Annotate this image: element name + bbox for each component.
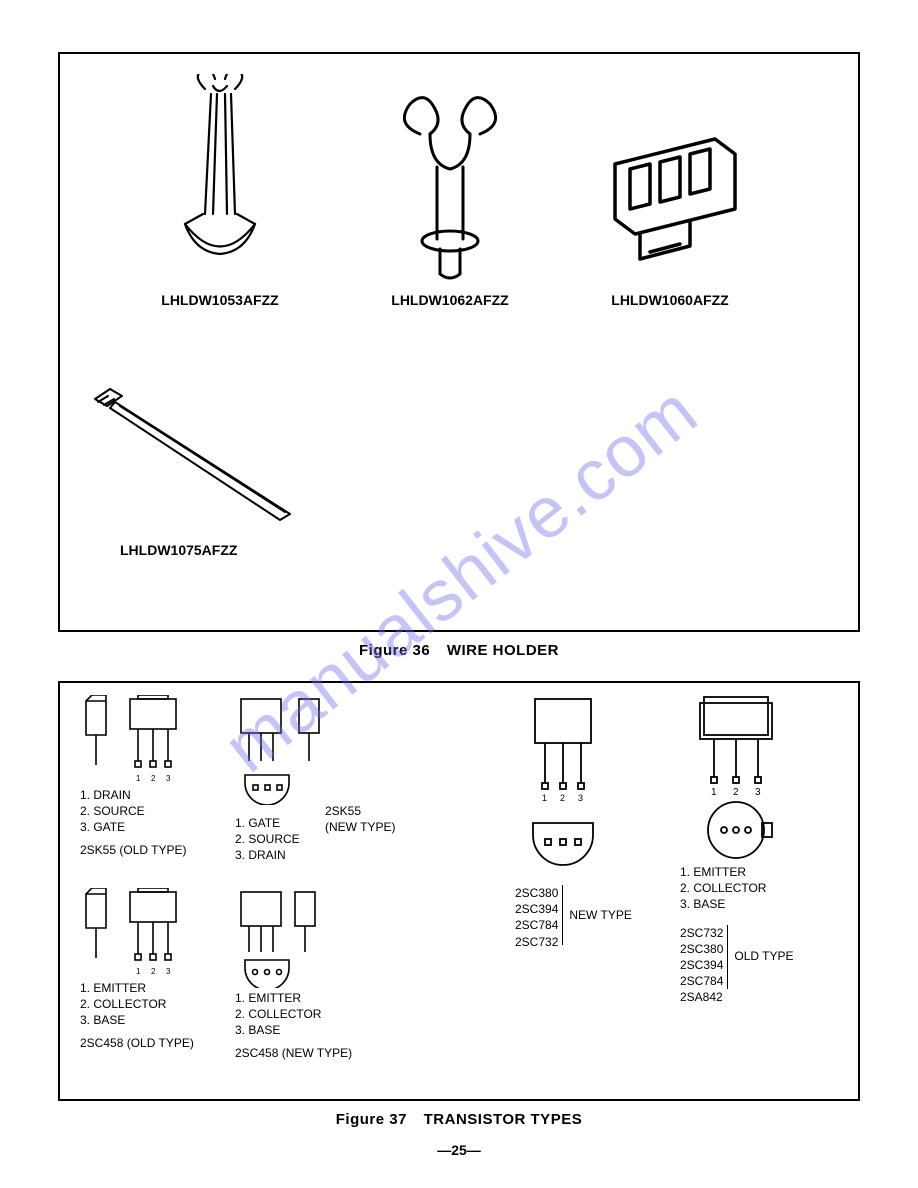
- figure-37-panel: 1 2 3 1. DRAIN 2. SOURCE 3. GATE 2SK55 (OL…: [58, 681, 860, 1101]
- transistor-block-b: 2SK55 (NEW TYPE) 1. GATE 2. SOURCE 3. DR…: [235, 695, 415, 805]
- wire-holder-4-label: LHLDW1075AFZZ: [120, 542, 330, 558]
- svg-text:1: 1: [542, 793, 547, 803]
- wire-holder-3-drawing: [595, 134, 745, 284]
- svg-text:3: 3: [166, 967, 171, 976]
- svg-text:3: 3: [755, 787, 761, 798]
- svg-text:2: 2: [733, 787, 739, 798]
- page-number: —25—: [58, 1142, 860, 1158]
- block-f-m3: 2SC394: [680, 957, 723, 973]
- block-f-m5: 2SA842: [680, 989, 723, 1005]
- svg-text:2: 2: [151, 967, 156, 976]
- wire-holder-3-label: LHLDW1060AFZZ: [580, 292, 760, 308]
- transistor-d-drawing: [235, 888, 385, 988]
- transistor-a-drawing: 1 2 3: [80, 695, 210, 785]
- wire-holder-2-label: LHLDW1062AFZZ: [360, 292, 540, 308]
- svg-text:1: 1: [136, 774, 141, 783]
- block-a-pin2: 2. SOURCE: [80, 803, 230, 819]
- block-e-m3: 2SC784: [515, 917, 558, 933]
- block-e-m2: 2SC394: [515, 901, 558, 917]
- figure-37-caption: Figure 37 TRANSISTOR TYPES: [58, 1111, 860, 1128]
- wire-holder-1-label: LHLDW1053AFZZ: [120, 292, 320, 308]
- block-b-sub: (NEW TYPE): [325, 820, 395, 834]
- figure-37-num: Figure 37: [336, 1111, 407, 1128]
- block-c-pin1: 1. EMITTER: [80, 980, 240, 996]
- transistor-block-d: 1. EMITTER 2. COLLECTOR 3. BASE 2SC458 (…: [235, 888, 395, 1061]
- wire-holder-3: LHLDW1060AFZZ: [580, 134, 760, 308]
- transistor-block-c: 1 2 3 1. EMITTER 2. COLLECTOR 3. BASE 2SC4…: [80, 888, 240, 1051]
- svg-text:3: 3: [578, 793, 583, 803]
- wire-holder-2-drawing: [385, 89, 515, 284]
- block-d-pin2: 2. COLLECTOR: [235, 1006, 395, 1022]
- figure-36-panel: LHLDW1053AFZZ LHLDW1062AFZZ: [58, 52, 860, 632]
- block-b-model: 2SK55: [325, 804, 361, 818]
- block-d-model: 2SC458 (NEW TYPE): [235, 1045, 395, 1061]
- block-e-m4: 2SC732: [515, 934, 558, 950]
- wire-holder-2: LHLDW1062AFZZ: [360, 89, 540, 308]
- block-c-pin3: 3. BASE: [80, 1012, 240, 1028]
- transistor-block-e: 1 2 3 2SC380 2SC394 2SC784 2SC732 NEW TYPE: [515, 695, 685, 950]
- block-a-model: 2SK55 (OLD TYPE): [80, 842, 230, 858]
- wire-holder-1: LHLDW1053AFZZ: [120, 74, 320, 308]
- block-d-pin1: 1. EMITTER: [235, 990, 395, 1006]
- wire-holder-4: LHLDW1075AFZZ: [70, 374, 330, 558]
- block-e-m1: 2SC380: [515, 885, 558, 901]
- block-f-m1: 2SC732: [680, 925, 723, 941]
- page-content: LHLDW1053AFZZ LHLDW1062AFZZ: [58, 52, 860, 1158]
- wire-holder-4-drawing: [80, 374, 320, 534]
- figure-36-caption: Figure 36 WIRE HOLDER: [58, 642, 860, 659]
- block-f-pin2: 2. COLLECTOR: [680, 880, 855, 896]
- block-c-pin2: 2. COLLECTOR: [80, 996, 240, 1012]
- transistor-e-drawing: 1 2 3: [515, 695, 615, 875]
- block-f-m4: 2SC784: [680, 973, 723, 989]
- svg-text:3: 3: [166, 774, 171, 783]
- block-f-pin1: 1. EMITTER: [680, 864, 855, 880]
- figure-36-title: WIRE HOLDER: [447, 642, 559, 659]
- block-f-pin3: 3. BASE: [680, 896, 855, 912]
- svg-text:2: 2: [151, 774, 156, 783]
- wire-holder-1-drawing: [155, 74, 285, 284]
- transistor-b-drawing: [235, 695, 395, 805]
- figure-36-num: Figure 36: [359, 642, 430, 659]
- transistor-f-drawing: 1 2 3: [680, 695, 800, 860]
- svg-text:2: 2: [560, 793, 565, 803]
- block-a-pin3: 3. GATE: [80, 819, 230, 835]
- block-c-model: 2SC458 (OLD TYPE): [80, 1035, 240, 1051]
- svg-text:1: 1: [136, 967, 141, 976]
- block-a-pin1: 1. DRAIN: [80, 787, 230, 803]
- block-b-pin2: 2. SOURCE: [235, 831, 300, 847]
- block-b-pin3: 3. DRAIN: [235, 847, 300, 863]
- block-b-pin1: 1. GATE: [235, 815, 300, 831]
- svg-text:1: 1: [711, 787, 717, 798]
- transistor-block-a: 1 2 3 1. DRAIN 2. SOURCE 3. GATE 2SK55 (OL…: [80, 695, 230, 858]
- transistor-block-f: 1 2 3 1. EMITTER 2. COLLECTOR 3. BASE 2SC7…: [680, 695, 855, 1006]
- block-d-pin3: 3. BASE: [235, 1022, 395, 1038]
- figure-37-title: TRANSISTOR TYPES: [424, 1111, 583, 1128]
- block-f-m2: 2SC380: [680, 941, 723, 957]
- transistor-c-drawing: 1 2 3: [80, 888, 210, 978]
- block-f-type: OLD TYPE: [734, 948, 793, 964]
- block-e-type: NEW TYPE: [569, 907, 631, 923]
